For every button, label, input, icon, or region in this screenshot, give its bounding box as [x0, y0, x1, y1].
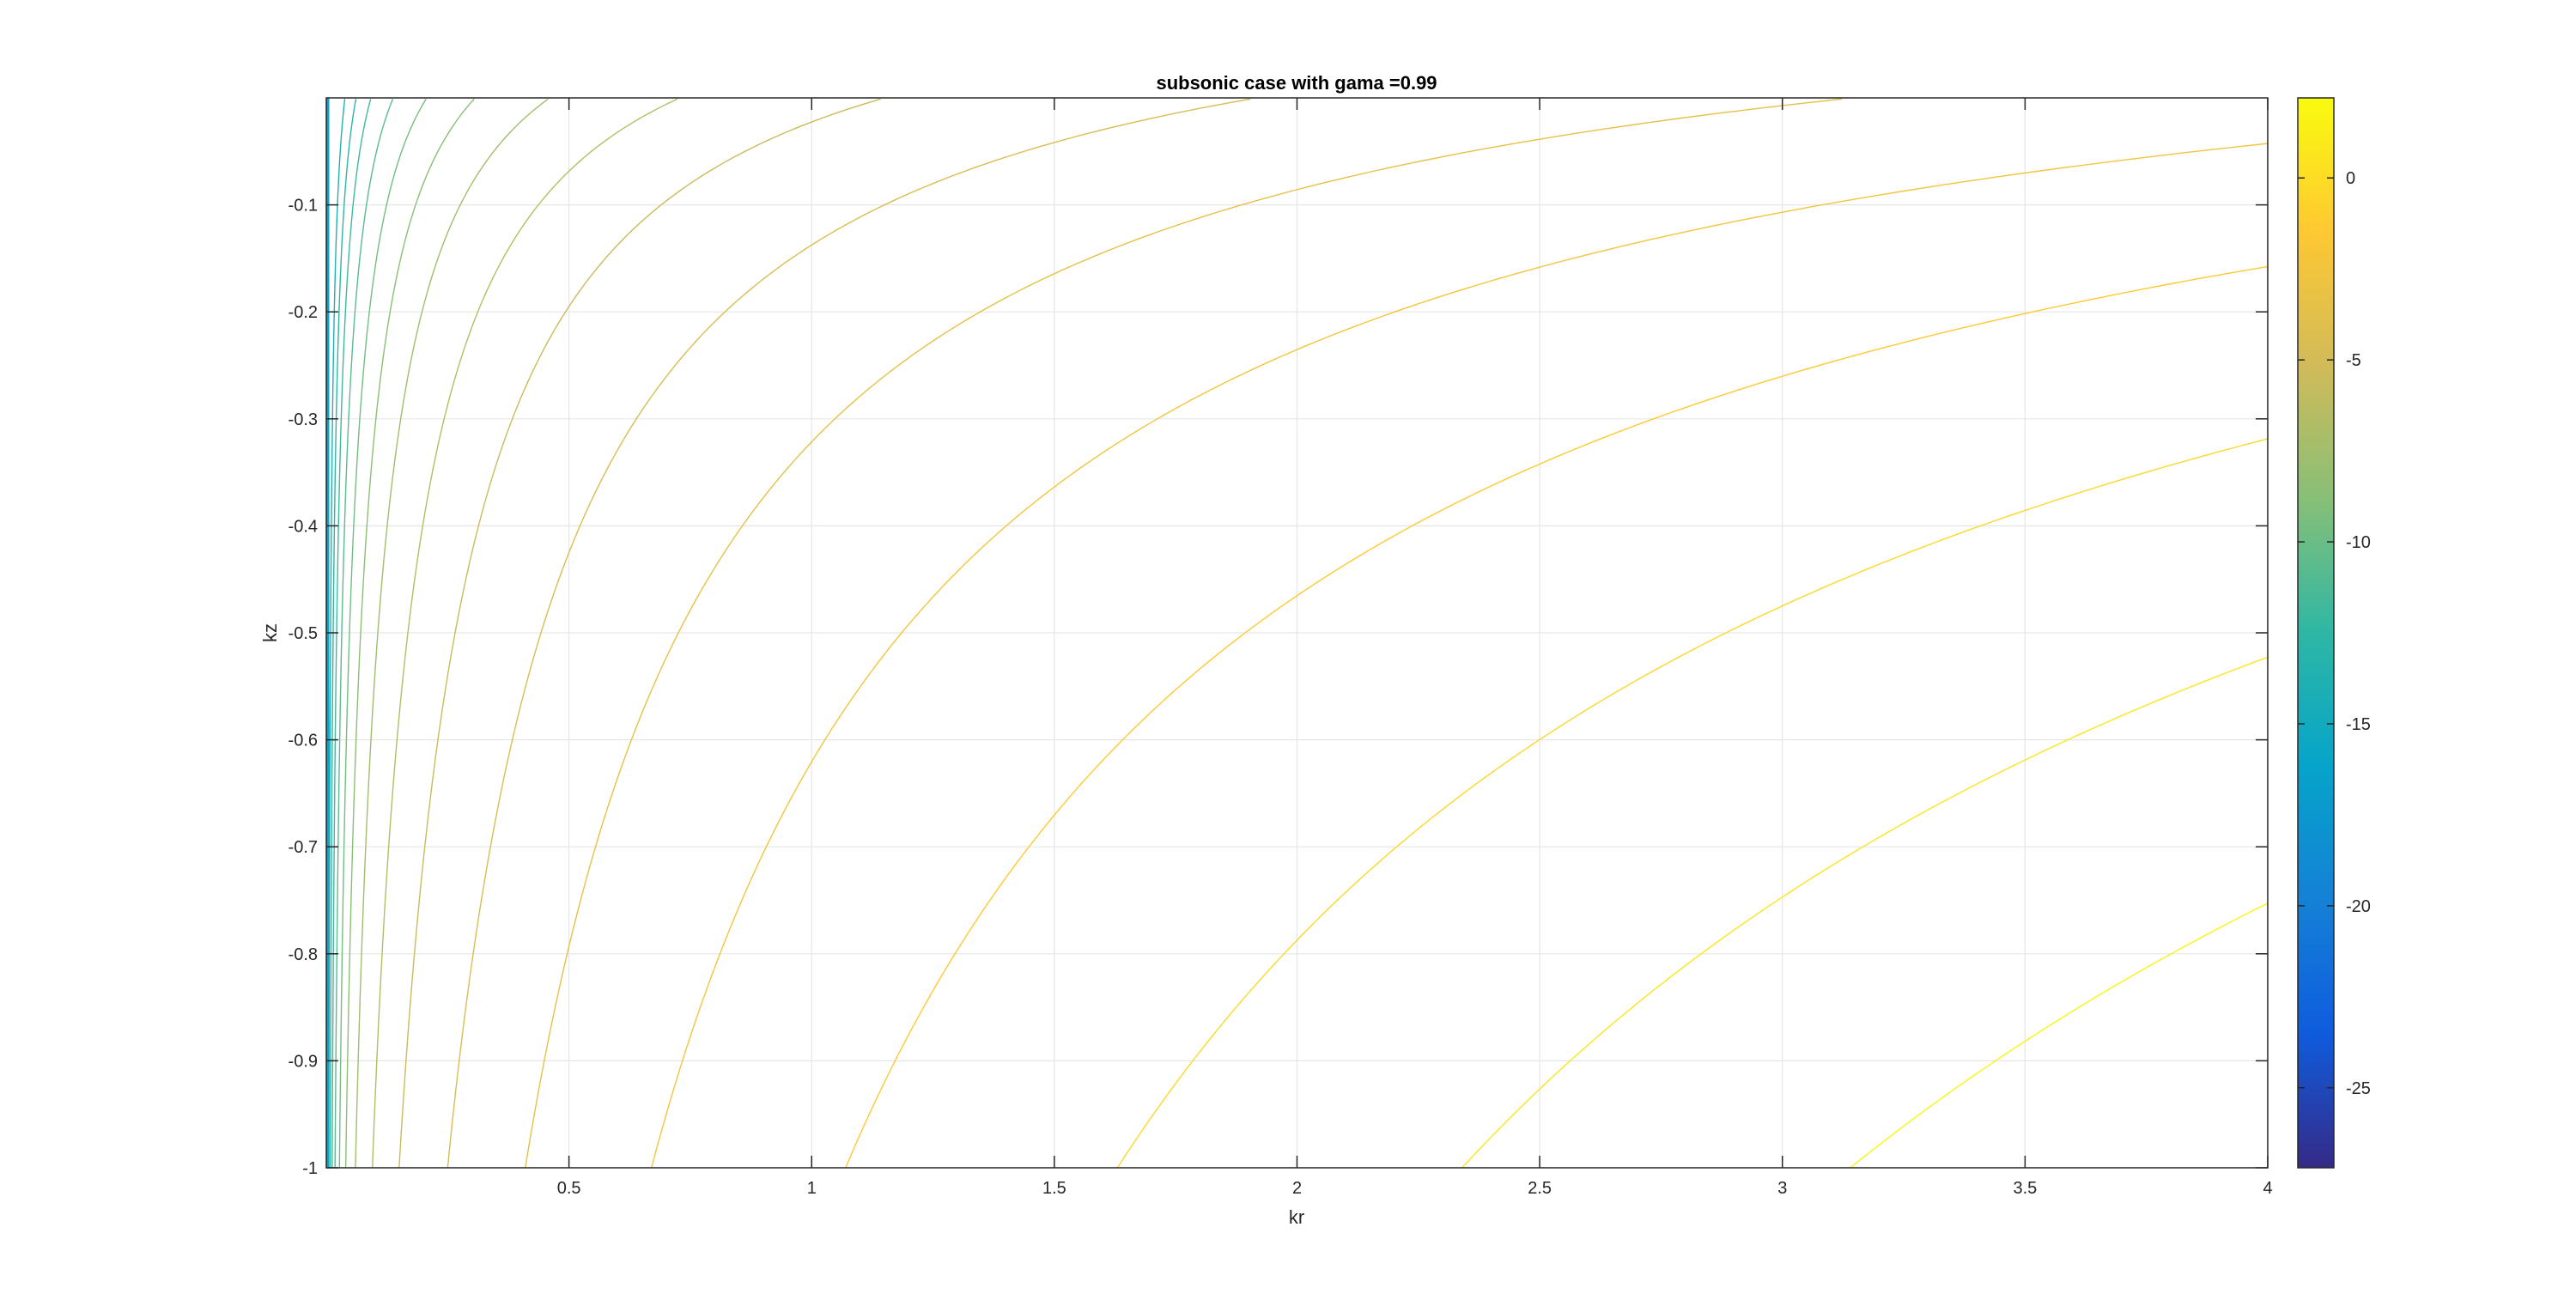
x-tick-label: 0.5: [557, 1179, 581, 1198]
y-tick-label: -0.3: [289, 410, 318, 429]
chart-title: subsonic case with gama =0.99: [1156, 72, 1437, 94]
contour-line: [372, 98, 678, 1168]
y-tick-label: -0.2: [289, 303, 318, 322]
x-axis-label: kr: [1289, 1206, 1304, 1228]
y-tick-label: -1: [302, 1159, 318, 1178]
colorbar-gradient: [2297, 97, 2335, 1169]
colorbar-tick-label: -15: [2346, 715, 2371, 734]
y-tick-label: -0.1: [289, 197, 318, 216]
contour-line: [1850, 902, 2268, 1168]
y-tick-label: -0.9: [289, 1052, 318, 1071]
y-tick-label: -0.7: [289, 838, 318, 857]
contour-lines: [326, 98, 2268, 1168]
axis-ticks: 0.5 1 1.5 2 2.5 3 3.5 4 -0.1 -0.2 -0.3 -0.4 -0.5 -0.6…: [289, 98, 2273, 1198]
contour-line: [447, 98, 1251, 1168]
x-tick-label: 1.5: [1042, 1179, 1066, 1198]
colorbar-tick-label: 0: [2346, 169, 2355, 188]
x-tick-label: 3: [1777, 1179, 1787, 1198]
colorbar-tick-label: -5: [2346, 351, 2361, 370]
x-tick-label: 2.5: [1528, 1179, 1552, 1198]
colorbar-tick-label: -25: [2346, 1079, 2371, 1098]
contour-line: [845, 265, 2268, 1168]
plot-area-border: [325, 97, 2269, 1169]
contour-line: [1461, 656, 2268, 1168]
y-tick-label: -0.6: [289, 732, 318, 750]
contour-line: [338, 98, 427, 1168]
contour-line: [334, 98, 394, 1168]
contour-line: [1116, 438, 2268, 1168]
x-tick-label: 4: [2263, 1179, 2272, 1198]
y-axis-label: kz: [259, 623, 281, 642]
contour-line: [344, 98, 475, 1168]
colorbar-tick-label: -10: [2346, 533, 2371, 552]
y-tick-label: -0.8: [289, 945, 318, 964]
contour-line: [398, 98, 881, 1168]
colorbar-tick-label: -20: [2346, 897, 2371, 916]
y-tick-label: -0.4: [289, 517, 318, 536]
contour-line: [355, 98, 549, 1168]
x-tick-label: 3.5: [2013, 1179, 2037, 1198]
contour-line: [651, 143, 2268, 1168]
y-tick-label: -0.5: [289, 624, 318, 643]
x-tick-label: 2: [1292, 1179, 1302, 1198]
contour-line: [525, 98, 1843, 1168]
colorbar: 0 -5 -10 -15 -20 -25: [2297, 97, 2371, 1169]
x-tick-label: 1: [807, 1179, 817, 1198]
